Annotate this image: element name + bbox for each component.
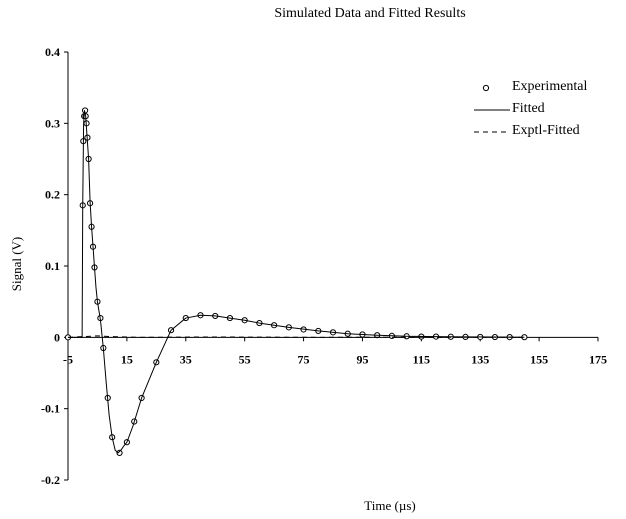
x-tick-label: 35 — [180, 352, 192, 366]
x-tick-label: 15 — [121, 352, 133, 366]
y-tick-label: 0 — [54, 330, 60, 344]
y-tick-label: -0.1 — [41, 402, 60, 416]
y-tick-label: 0.4 — [45, 45, 60, 59]
x-tick-label: 75 — [298, 352, 310, 366]
legend-marker-experimental — [482, 84, 490, 92]
legend-label-exptl-fitted: Exptl-Fitted — [512, 123, 580, 138]
series-line-exptl-fitted — [67, 335, 525, 338]
x-tick-label: 95 — [356, 352, 368, 366]
y-tick-label: -0.2 — [41, 473, 60, 487]
y-tick-label: 0.3 — [45, 116, 60, 130]
data-point-experimental — [116, 449, 123, 456]
legend-label-experimental: Experimental — [512, 79, 588, 94]
chart-title: Simulated Data and Fitted Results — [274, 6, 466, 21]
legend-line-fitted — [474, 109, 510, 111]
series-line-fitted — [68, 109, 525, 454]
legend-line-exptl-fitted — [474, 131, 510, 133]
y-tick-label: 0.2 — [45, 188, 60, 202]
x-axis-label: Time (µs) — [364, 498, 416, 513]
x-tick-label: 135 — [471, 352, 489, 366]
x-tick-label: 155 — [530, 352, 548, 366]
y-tick-label: 0.1 — [45, 259, 60, 273]
x-tick-label: 115 — [413, 352, 430, 366]
x-tick-label: 175 — [589, 352, 607, 366]
x-tick-label: 55 — [239, 352, 251, 366]
legend-label-fitted: Fitted — [512, 101, 545, 116]
x-tick-label: -5 — [63, 352, 73, 366]
